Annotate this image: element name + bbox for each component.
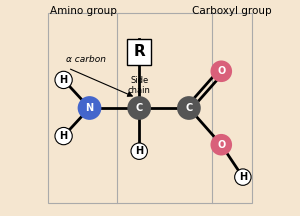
Circle shape (177, 96, 201, 120)
Circle shape (211, 134, 232, 156)
Text: N: N (85, 103, 94, 113)
Text: Amino group: Amino group (50, 6, 116, 16)
Circle shape (55, 71, 72, 89)
Text: O: O (217, 140, 225, 150)
Text: H: H (135, 146, 143, 156)
Text: Side
chain: Side chain (128, 76, 151, 95)
FancyBboxPatch shape (49, 13, 251, 203)
Text: C: C (185, 103, 193, 113)
Text: C: C (136, 103, 143, 113)
Text: α carbon: α carbon (66, 55, 106, 64)
FancyBboxPatch shape (127, 39, 151, 65)
Circle shape (211, 60, 232, 82)
Circle shape (235, 169, 251, 185)
Circle shape (78, 96, 101, 120)
Circle shape (131, 143, 147, 159)
Text: H: H (239, 172, 247, 182)
Circle shape (127, 96, 151, 120)
Text: Carboxyl group: Carboxyl group (192, 6, 272, 16)
Text: O: O (217, 66, 225, 76)
Circle shape (55, 127, 72, 145)
Text: H: H (59, 75, 68, 85)
Text: R: R (133, 44, 145, 59)
Text: H: H (59, 131, 68, 141)
